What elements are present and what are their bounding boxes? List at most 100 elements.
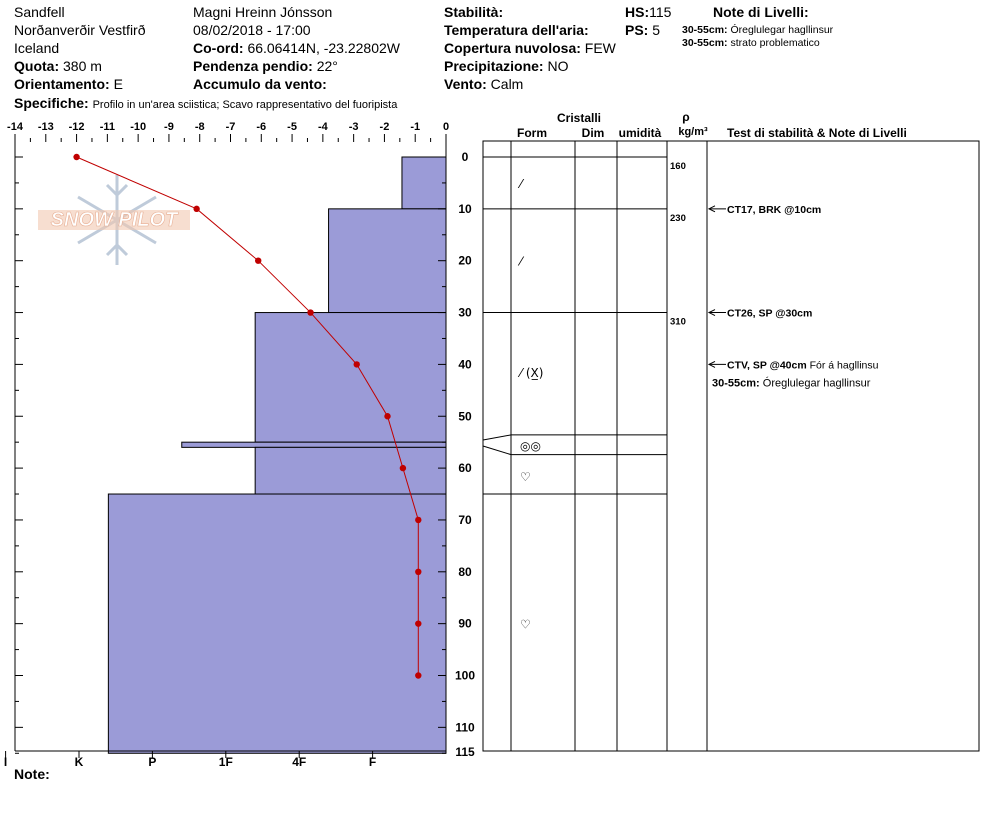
temperature-point xyxy=(415,568,422,575)
slope-label: Pendenza pendio: xyxy=(193,58,313,74)
density-value: 160 xyxy=(670,161,686,172)
temperature-point xyxy=(399,464,407,472)
elevation-label: Quota: xyxy=(14,58,60,74)
hardness-tick-label: I xyxy=(4,755,7,769)
layer-note-range: 30-55cm: xyxy=(682,24,728,36)
temp-tick-label: -5 xyxy=(287,121,297,133)
aspect-label: Orientamento: xyxy=(14,76,110,92)
coord-value: 66.06414N, -23.22802W xyxy=(247,40,400,56)
wind-loading-label: Accumulo da vento: xyxy=(193,76,327,92)
coord-label: Co-ord: xyxy=(193,40,244,56)
temperature-point xyxy=(353,361,360,368)
test-pointer-arrow xyxy=(707,205,716,213)
grain-form-symbol: ⁄ xyxy=(517,255,525,269)
temp-tick-label: -2 xyxy=(380,121,390,133)
temp-tick-label: -1 xyxy=(410,121,420,133)
note-label: Note: xyxy=(14,766,50,782)
hardness-tick-label: K xyxy=(75,755,84,769)
watermark-band xyxy=(38,210,190,230)
specifics-value: Profilo in un'area sciistica; Scavo rapp… xyxy=(92,99,398,111)
grain-form-symbol: ⁄ xyxy=(517,177,525,191)
layer-connector xyxy=(482,434,512,441)
layer-table: 160 230 310 ⁄ ⁄ ⁄ (X̲) ◎◎ ♡ ♡ CT17, BRK @10cm CT26… xyxy=(482,140,980,752)
stability-test-note: Fór á hagllinsu xyxy=(807,359,879,371)
depth-tick-label: 60 xyxy=(458,461,472,475)
stability-test-result: CT17, BRK @10cm xyxy=(727,204,821,216)
depth-tick-label: 20 xyxy=(458,254,472,268)
temperature-axis: -14 -13 -12 -11 -10 -9 -8 -7 -6 -5 -4 -3 -2 -1 0 xyxy=(7,121,449,142)
ps-label: PS: xyxy=(625,22,649,38)
hs-value: 115 xyxy=(649,4,672,20)
temp-tick-label: -13 xyxy=(38,121,54,133)
layer-test-note-range: 30-55cm: xyxy=(712,378,763,390)
stability-label: Stabilità: xyxy=(444,4,504,20)
specifics-label: Specifiche: xyxy=(14,95,89,111)
precip-label: Precipitazione: xyxy=(444,58,544,74)
test-pointer-arrow xyxy=(707,309,716,316)
temperature-point xyxy=(307,309,314,316)
hardness-tick-label: 1F xyxy=(219,755,233,769)
temperature-point xyxy=(415,620,422,627)
stability-test: CTV, SP @40cm Fór á hagllinsu xyxy=(727,359,879,371)
specifics: Specifiche: Profilo in un'area sciistica… xyxy=(14,95,397,113)
sky-value: FEW xyxy=(584,40,616,56)
depth-tick-label: 50 xyxy=(458,409,472,423)
temperature-point xyxy=(415,672,422,679)
slope: Pendenza pendio: 22° xyxy=(193,58,338,74)
stability: Stabilità: xyxy=(444,4,503,20)
density-value: 310 xyxy=(670,317,686,328)
depth-tick-label: 30 xyxy=(458,306,472,320)
depth-tick-label: 80 xyxy=(458,565,472,579)
layer-connector xyxy=(482,445,512,456)
hardness-tick-label: 4F xyxy=(292,755,306,769)
hardness-bar xyxy=(401,156,447,210)
stability-test-result: CTV, SP @40cm xyxy=(727,359,807,371)
temp-tick-label: -7 xyxy=(226,121,236,133)
grain-form-symbol: ♡ xyxy=(520,618,531,632)
stability-test-result: CT26, SP @30cm xyxy=(727,308,812,320)
hardness-tick-label: P xyxy=(148,755,156,769)
grain-form-symbol: ♡ xyxy=(520,470,531,484)
tests-header: Test di stabilità & Note di Livelli xyxy=(727,126,907,140)
hardness-bar xyxy=(254,446,447,495)
temp-tick-label: -4 xyxy=(318,121,329,133)
form-header: Form xyxy=(517,126,547,140)
hardness-bar xyxy=(181,441,447,448)
wind-value: Calm xyxy=(490,76,524,92)
elevation: Quota: 380 m xyxy=(14,58,102,74)
ps: PS: 5 xyxy=(625,22,660,38)
layer-test-note-text: Óreglulegar hagllinsur xyxy=(763,377,871,390)
depth-tick-label: 0 xyxy=(462,150,469,164)
table-border xyxy=(482,140,980,752)
temp-tick-label: -14 xyxy=(7,121,24,133)
stability-test: CT26, SP @30cm xyxy=(727,308,812,320)
depth-axis: 0 10 20 30 40 50 60 70 80 90 100 110 115 xyxy=(15,150,475,759)
temp-tick-label: 0 xyxy=(443,121,449,133)
layer-note: 30-55cm: Óreglulegar hagllinsur xyxy=(682,24,833,37)
snowpilot-watermark: SNOW PILOT xyxy=(38,175,190,265)
size-header: Dim xyxy=(582,126,605,140)
aspect-value: E xyxy=(113,76,123,92)
depth-tick-label: 10 xyxy=(458,202,472,216)
layer-notes-title: Note di Livelli: xyxy=(713,4,809,20)
wind-loading: Accumulo da vento: xyxy=(193,76,327,92)
hs-label: HS: xyxy=(625,4,650,20)
datetime: 08/02/2018 - 17:00 xyxy=(193,22,311,38)
temp-tick-label: -6 xyxy=(256,121,266,133)
temp-tick-label: -10 xyxy=(130,121,146,133)
depth-tick-label: 90 xyxy=(458,617,472,631)
temperature-profile xyxy=(73,153,422,679)
temperature-point xyxy=(73,153,80,161)
elevation-value: 380 m xyxy=(63,58,102,74)
temperature-point xyxy=(415,516,422,524)
hs: HS:115 xyxy=(625,4,671,20)
hardness-bar xyxy=(254,312,447,443)
crystals-header: Cristalli xyxy=(557,111,601,125)
temperature-point xyxy=(255,257,262,264)
density-symbol: ρ xyxy=(682,110,689,124)
temperature-point xyxy=(193,205,200,213)
grain-form-symbol: ◎◎ xyxy=(520,439,541,453)
hardness-bars xyxy=(107,156,447,754)
aspect: Orientamento: E xyxy=(14,76,123,92)
